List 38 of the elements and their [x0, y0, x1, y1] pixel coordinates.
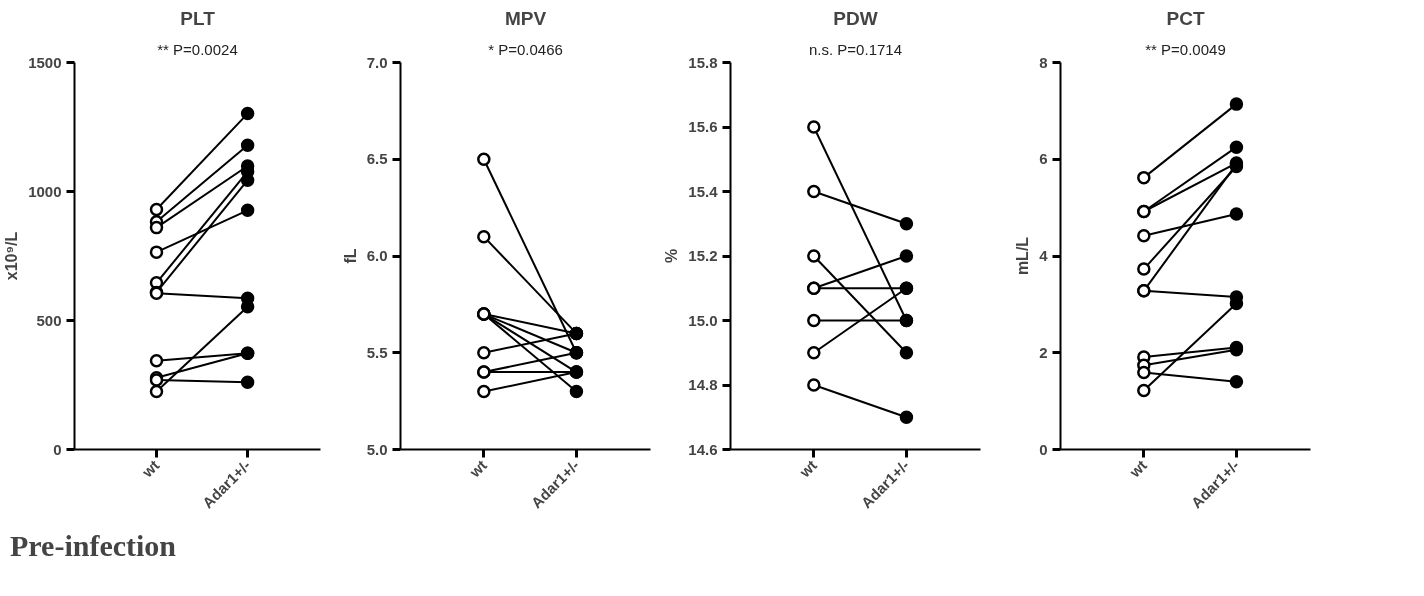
y-tick-label: 0	[1039, 440, 1048, 458]
y-tick-label: 2	[1039, 343, 1048, 361]
x-tick-label: wt	[1125, 456, 1150, 481]
y-tick-label: 15.8	[688, 53, 718, 71]
y-tick-label: 15.0	[688, 311, 718, 329]
y-axis-title: x10⁹/L	[3, 231, 21, 281]
y-tick-label: 5.0	[366, 440, 388, 458]
y-tick-label: 1500	[28, 53, 62, 71]
y-tick-label: 6.5	[366, 150, 388, 168]
y-axis-title: %	[663, 248, 681, 264]
y-tick-label: 500	[36, 311, 62, 329]
y-tick-label: 6	[1039, 150, 1048, 168]
chart-title: PCT	[1166, 7, 1205, 29]
text: * P=0.0466	[488, 40, 563, 58]
y-tick-label: 8	[1039, 53, 1048, 71]
text: n.s. P=0.1714	[809, 40, 903, 58]
y-tick-label: 6.0	[366, 247, 388, 264]
x-tick-label: wt	[795, 456, 820, 481]
y-tick-label: 15.6	[688, 118, 718, 135]
y-tick-label: 15.2	[688, 247, 718, 264]
x-tick-label: wt	[465, 456, 490, 481]
y-tick-label: 0	[53, 440, 62, 458]
y-tick-label: 7.0	[366, 53, 388, 71]
y-tick-label: 5.5	[366, 343, 388, 361]
y-axis-title: fL	[341, 248, 359, 264]
y-axis-title: mL/L	[1014, 236, 1032, 276]
y-tick-label: 14.8	[688, 376, 718, 393]
y-tick-label: 14.6	[688, 440, 718, 458]
chart-title: MPV	[504, 7, 547, 29]
y-tick-label: 15.4	[688, 182, 719, 200]
x-tick-label: wt	[138, 456, 163, 481]
text: ** P=0.0049	[1145, 40, 1226, 58]
y-tick-label: 1000	[28, 182, 62, 200]
text: ** P=0.0024	[157, 40, 238, 58]
chart-title: PDW	[833, 7, 878, 29]
y-tick-label: 4	[1039, 247, 1049, 264]
text: Pre-infection	[10, 528, 177, 564]
chart-title: PLT	[180, 7, 216, 29]
